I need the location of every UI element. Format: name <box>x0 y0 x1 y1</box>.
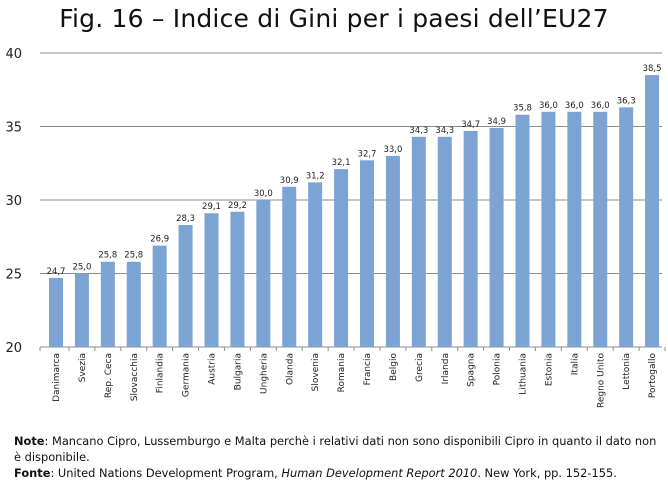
footnotes: Note: Mancano Cipro, Lussemburgo e Malta… <box>14 433 662 481</box>
data-label: 36,3 <box>617 96 636 106</box>
gridlines <box>40 52 662 348</box>
bar <box>385 155 400 347</box>
source-text-after: . New York, pp. 152-155. <box>477 466 617 480</box>
data-label: 25,0 <box>72 263 91 273</box>
bar <box>437 136 452 347</box>
note-line: Note: Mancano Cipro, Lussemburgo e Malta… <box>14 433 662 465</box>
bar <box>541 111 556 347</box>
bar <box>593 111 608 347</box>
x-tick-label: Polonia <box>493 353 503 385</box>
x-tick-label: Austria <box>208 353 218 385</box>
y-axis-ticks: 20 25 30 35 40 <box>5 47 22 356</box>
data-label: 25,8 <box>98 251 117 261</box>
bar <box>204 213 219 347</box>
x-tick-label: Estonia <box>544 353 554 386</box>
bar <box>645 75 660 348</box>
bar <box>49 277 63 347</box>
y-tick-label: 25 <box>5 268 22 283</box>
bar <box>282 186 297 347</box>
chart-title: Fig. 16 – Indice di Gini per i paesi del… <box>59 4 609 33</box>
x-tick-label: Svezia <box>78 353 88 382</box>
data-label: 33,0 <box>383 145 402 155</box>
source-line: Fonte: United Nations Development Progra… <box>14 465 662 481</box>
bar <box>74 273 89 347</box>
data-labels: 24,7 25,0 25,8 25,8 26,9 28,3 29,1 29,2 30,0 30,9… <box>47 64 662 277</box>
data-label: 32,1 <box>332 158 351 168</box>
bar-chart: 24,7 25,0 25,8 25,8 26,9 28,3 29,1 29,2 30,0 30,9… <box>5 47 666 408</box>
data-label: 25,8 <box>124 251 143 261</box>
note-text: : Mancano Cipro, Lussemburgo e Malta per… <box>14 434 657 464</box>
x-tick-label: Bulgaria <box>233 353 243 390</box>
x-tick-label: Olanda <box>285 353 295 385</box>
x-tick-label: Danimarca <box>52 353 62 402</box>
bar <box>567 111 582 347</box>
bar <box>515 114 530 348</box>
bar <box>152 245 167 347</box>
bar <box>256 200 271 347</box>
x-tick-label: Germania <box>182 353 192 397</box>
x-tick-label: Lettonia <box>622 353 632 390</box>
data-label: 35,8 <box>513 104 532 114</box>
bar <box>230 211 245 347</box>
x-tick-label: Grecia <box>415 353 425 382</box>
data-label: 36,0 <box>565 101 584 111</box>
x-tick-label: Francia <box>363 353 373 385</box>
note-label: Note <box>14 434 45 448</box>
bar <box>463 130 478 347</box>
x-tick-label: Slovacchia <box>130 353 140 401</box>
bar <box>619 107 634 347</box>
y-tick-label: 30 <box>5 194 22 209</box>
data-label: 32,7 <box>358 149 377 159</box>
x-tick-label: Regno Unito <box>596 353 606 408</box>
y-tick-label: 20 <box>5 341 22 356</box>
bar <box>334 169 349 347</box>
x-axis-ticks: Danimarca Svezia Rep. Ceca Slovacchia Finlan… <box>39 347 666 408</box>
data-label: 28,3 <box>176 214 195 224</box>
data-label: 38,5 <box>643 64 662 74</box>
data-label: 34,9 <box>487 117 506 127</box>
data-label: 36,0 <box>591 101 610 111</box>
bar <box>308 182 323 347</box>
x-tick-label: Ungheria <box>259 353 269 394</box>
x-tick-label: Romania <box>337 353 347 392</box>
data-label: 29,1 <box>202 202 221 212</box>
x-tick-label: Finlandia <box>156 353 166 393</box>
x-tick-label: Portogallo <box>648 353 658 399</box>
data-label: 34,3 <box>435 126 454 136</box>
data-label: 30,9 <box>280 176 299 186</box>
x-tick-label: Italia <box>570 353 580 375</box>
bar <box>126 261 141 347</box>
y-tick-label: 35 <box>5 121 22 136</box>
bar <box>178 224 193 347</box>
bar <box>360 160 374 347</box>
source-label: Fonte <box>14 466 51 480</box>
bar <box>489 127 504 347</box>
x-tick-label: Rep. Ceca <box>104 353 114 398</box>
y-tick-label: 40 <box>5 47 22 62</box>
source-text-before: : United Nations Development Program, <box>50 466 282 480</box>
data-label: 31,2 <box>306 171 325 181</box>
bars <box>49 75 660 348</box>
data-label: 26,9 <box>150 235 169 245</box>
data-label: 36,0 <box>539 101 558 111</box>
x-tick-label: Belgio <box>389 353 399 381</box>
data-label: 34,3 <box>409 126 428 136</box>
x-tick-label: Spagna <box>467 353 477 387</box>
bar <box>411 136 426 347</box>
x-tick-label: Slovenia <box>311 353 321 391</box>
data-label: 29,2 <box>228 201 247 211</box>
data-label: 34,7 <box>461 120 480 130</box>
source-title: Human Development Report 2010 <box>281 466 478 480</box>
data-label: 30,0 <box>254 189 273 199</box>
data-label: 24,7 <box>47 267 66 277</box>
x-tick-label: Lithuania <box>519 353 529 395</box>
bar <box>100 261 115 347</box>
x-tick-label: Irlanda <box>441 353 451 384</box>
